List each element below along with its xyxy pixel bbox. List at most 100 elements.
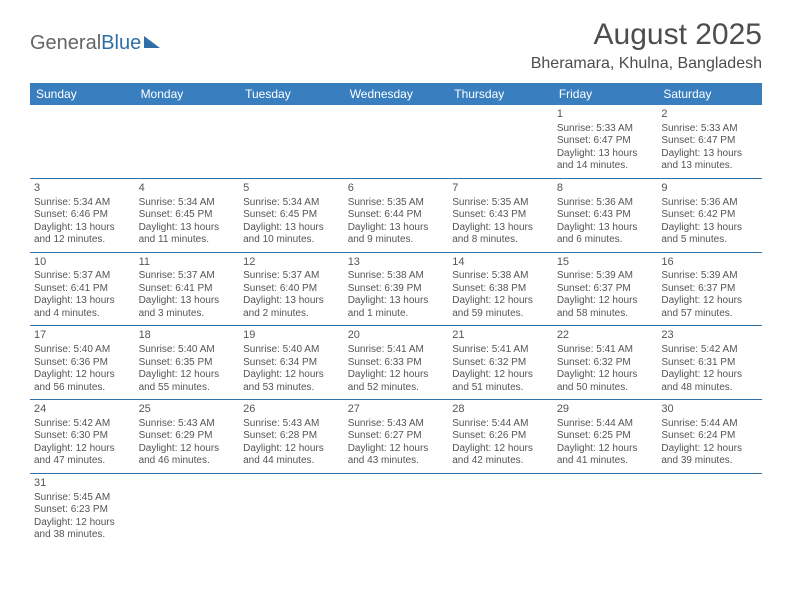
sunrise-text: Sunrise: 5:34 AM: [34, 197, 131, 210]
sunset-text: Sunset: 6:33 PM: [348, 357, 445, 370]
day-header: Thursday: [448, 83, 553, 105]
sunrise-text: Sunrise: 5:45 AM: [34, 492, 131, 505]
day-header: Tuesday: [239, 83, 344, 105]
day-number: 30: [661, 403, 758, 417]
calendar-cell: 2Sunrise: 5:33 AMSunset: 6:47 PMDaylight…: [657, 105, 762, 178]
calendar-cell: [30, 105, 135, 178]
calendar-cell: 24Sunrise: 5:42 AMSunset: 6:30 PMDayligh…: [30, 400, 135, 474]
calendar-cell: 28Sunrise: 5:44 AMSunset: 6:26 PMDayligh…: [448, 400, 553, 474]
day-number: 13: [348, 256, 445, 270]
sunrise-text: Sunrise: 5:39 AM: [557, 270, 654, 283]
sunset-text: Sunset: 6:26 PM: [452, 430, 549, 443]
calendar-cell: [448, 105, 553, 178]
calendar-cell: 19Sunrise: 5:40 AMSunset: 6:34 PMDayligh…: [239, 326, 344, 400]
daylight-text: Daylight: 12 hours and 39 minutes.: [661, 443, 758, 468]
sunset-text: Sunset: 6:39 PM: [348, 283, 445, 296]
daylight-text: Daylight: 13 hours and 14 minutes.: [557, 148, 654, 173]
calendar-cell: 9Sunrise: 5:36 AMSunset: 6:42 PMDaylight…: [657, 178, 762, 252]
daylight-text: Daylight: 13 hours and 4 minutes.: [34, 295, 131, 320]
calendar-cell: 30Sunrise: 5:44 AMSunset: 6:24 PMDayligh…: [657, 400, 762, 474]
calendar-cell: 29Sunrise: 5:44 AMSunset: 6:25 PMDayligh…: [553, 400, 658, 474]
day-header: Wednesday: [344, 83, 449, 105]
day-number: 23: [661, 329, 758, 343]
calendar-cell: [448, 473, 553, 546]
daylight-text: Daylight: 12 hours and 55 minutes.: [139, 369, 236, 394]
logo-text-general: General: [30, 32, 101, 55]
daylight-text: Daylight: 12 hours and 59 minutes.: [452, 295, 549, 320]
calendar-cell: [135, 105, 240, 178]
calendar-cell: 1Sunrise: 5:33 AMSunset: 6:47 PMDaylight…: [553, 105, 658, 178]
day-header: Saturday: [657, 83, 762, 105]
daylight-text: Daylight: 13 hours and 5 minutes.: [661, 222, 758, 247]
daylight-text: Daylight: 13 hours and 10 minutes.: [243, 222, 340, 247]
calendar-cell: 12Sunrise: 5:37 AMSunset: 6:40 PMDayligh…: [239, 252, 344, 326]
sunset-text: Sunset: 6:31 PM: [661, 357, 758, 370]
day-number: 17: [34, 329, 131, 343]
sunset-text: Sunset: 6:43 PM: [452, 209, 549, 222]
calendar-row: 3Sunrise: 5:34 AMSunset: 6:46 PMDaylight…: [30, 178, 762, 252]
sunrise-text: Sunrise: 5:37 AM: [243, 270, 340, 283]
day-number: 19: [243, 329, 340, 343]
daylight-text: Daylight: 12 hours and 48 minutes.: [661, 369, 758, 394]
calendar-cell: 8Sunrise: 5:36 AMSunset: 6:43 PMDaylight…: [553, 178, 658, 252]
sunset-text: Sunset: 6:24 PM: [661, 430, 758, 443]
calendar-cell: 10Sunrise: 5:37 AMSunset: 6:41 PMDayligh…: [30, 252, 135, 326]
daylight-text: Daylight: 12 hours and 50 minutes.: [557, 369, 654, 394]
sunrise-text: Sunrise: 5:43 AM: [139, 418, 236, 431]
sunrise-text: Sunrise: 5:40 AM: [243, 344, 340, 357]
day-number: 11: [139, 256, 236, 270]
sunrise-text: Sunrise: 5:43 AM: [348, 418, 445, 431]
sunrise-text: Sunrise: 5:44 AM: [557, 418, 654, 431]
daylight-text: Daylight: 13 hours and 8 minutes.: [452, 222, 549, 247]
sunset-text: Sunset: 6:27 PM: [348, 430, 445, 443]
day-number: 1: [557, 108, 654, 122]
sunrise-text: Sunrise: 5:38 AM: [452, 270, 549, 283]
calendar-cell: 13Sunrise: 5:38 AMSunset: 6:39 PMDayligh…: [344, 252, 449, 326]
daylight-text: Daylight: 12 hours and 41 minutes.: [557, 443, 654, 468]
calendar-cell: [344, 473, 449, 546]
daylight-text: Daylight: 12 hours and 42 minutes.: [452, 443, 549, 468]
calendar-cell: [344, 105, 449, 178]
day-number: 4: [139, 182, 236, 196]
calendar-row: 24Sunrise: 5:42 AMSunset: 6:30 PMDayligh…: [30, 400, 762, 474]
sunset-text: Sunset: 6:32 PM: [557, 357, 654, 370]
day-number: 20: [348, 329, 445, 343]
sunset-text: Sunset: 6:32 PM: [452, 357, 549, 370]
sunrise-text: Sunrise: 5:39 AM: [661, 270, 758, 283]
sunrise-text: Sunrise: 5:33 AM: [557, 123, 654, 136]
daylight-text: Daylight: 12 hours and 47 minutes.: [34, 443, 131, 468]
sunset-text: Sunset: 6:45 PM: [139, 209, 236, 222]
daylight-text: Daylight: 13 hours and 9 minutes.: [348, 222, 445, 247]
sunrise-text: Sunrise: 5:41 AM: [452, 344, 549, 357]
sunset-text: Sunset: 6:42 PM: [661, 209, 758, 222]
calendar-cell: 31Sunrise: 5:45 AMSunset: 6:23 PMDayligh…: [30, 473, 135, 546]
daylight-text: Daylight: 12 hours and 46 minutes.: [139, 443, 236, 468]
day-number: 10: [34, 256, 131, 270]
day-number: 21: [452, 329, 549, 343]
sunrise-text: Sunrise: 5:36 AM: [557, 197, 654, 210]
day-number: 9: [661, 182, 758, 196]
calendar-cell: 6Sunrise: 5:35 AMSunset: 6:44 PMDaylight…: [344, 178, 449, 252]
sunset-text: Sunset: 6:38 PM: [452, 283, 549, 296]
sunset-text: Sunset: 6:37 PM: [661, 283, 758, 296]
calendar-cell: 26Sunrise: 5:43 AMSunset: 6:28 PMDayligh…: [239, 400, 344, 474]
sunrise-text: Sunrise: 5:35 AM: [452, 197, 549, 210]
sunrise-text: Sunrise: 5:34 AM: [243, 197, 340, 210]
day-number: 8: [557, 182, 654, 196]
sunset-text: Sunset: 6:40 PM: [243, 283, 340, 296]
sunrise-text: Sunrise: 5:40 AM: [139, 344, 236, 357]
calendar-cell: [239, 105, 344, 178]
month-title: August 2025: [531, 18, 762, 51]
calendar-cell: 3Sunrise: 5:34 AMSunset: 6:46 PMDaylight…: [30, 178, 135, 252]
sunrise-text: Sunrise: 5:35 AM: [348, 197, 445, 210]
day-number: 24: [34, 403, 131, 417]
day-number: 26: [243, 403, 340, 417]
sunset-text: Sunset: 6:41 PM: [34, 283, 131, 296]
daylight-text: Daylight: 12 hours and 52 minutes.: [348, 369, 445, 394]
calendar-cell: 18Sunrise: 5:40 AMSunset: 6:35 PMDayligh…: [135, 326, 240, 400]
logo: GeneralBlue: [30, 32, 160, 55]
sunset-text: Sunset: 6:25 PM: [557, 430, 654, 443]
day-header-row: Sunday Monday Tuesday Wednesday Thursday…: [30, 83, 762, 105]
calendar-cell: 17Sunrise: 5:40 AMSunset: 6:36 PMDayligh…: [30, 326, 135, 400]
sunrise-text: Sunrise: 5:38 AM: [348, 270, 445, 283]
